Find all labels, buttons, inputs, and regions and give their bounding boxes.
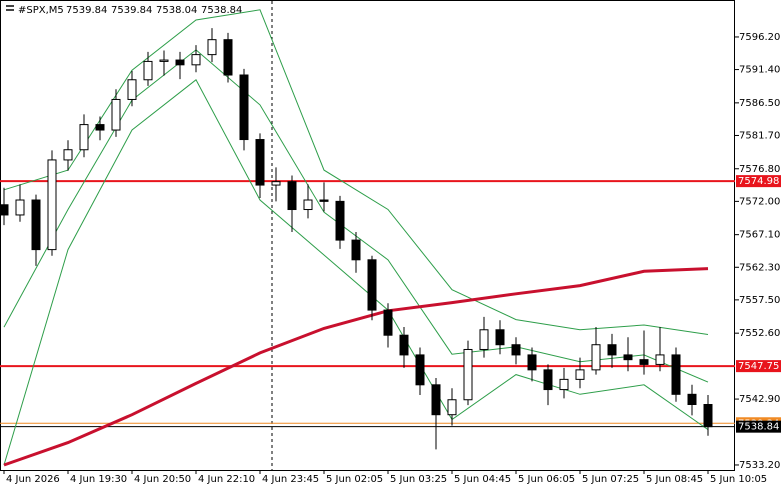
candle-body xyxy=(431,384,441,416)
price-label: 7547.75 xyxy=(738,361,779,372)
symbol: #SPX,M5 xyxy=(18,5,64,16)
y-tick-label: 7591.40 xyxy=(739,65,780,76)
candle-body xyxy=(479,329,489,350)
candle-body xyxy=(559,378,569,391)
indicator-line xyxy=(3,267,709,467)
ohlc-open: 7539.84 xyxy=(66,5,107,16)
candle-body xyxy=(111,98,121,131)
x-tick-label: 4 Jun 23:45 xyxy=(262,474,319,485)
x-tick-label: 5 Jun 04:45 xyxy=(454,474,511,485)
ohlc-high: 7539.84 xyxy=(111,5,152,16)
candle-body xyxy=(31,199,41,251)
candle-body xyxy=(495,329,505,346)
candle-body xyxy=(399,334,409,356)
candle-body xyxy=(175,59,185,66)
x-tick-label: 4 Jun 22:10 xyxy=(198,474,255,485)
candle-body xyxy=(127,79,137,100)
candle-body xyxy=(543,369,553,391)
x-tick-label: 5 Jun 10:05 xyxy=(710,474,767,485)
y-tick-label: 7596.20 xyxy=(739,32,780,43)
candle-body xyxy=(703,404,713,428)
candle-body xyxy=(271,181,281,186)
y-tick-label: 7542.90 xyxy=(739,394,780,405)
candle-body xyxy=(367,259,377,311)
candle-body xyxy=(591,344,601,371)
candle-body xyxy=(159,59,169,62)
candle-body xyxy=(207,39,217,56)
candle-body xyxy=(623,354,633,361)
y-tick-label: 7533.20 xyxy=(739,460,780,471)
price-label-bg xyxy=(736,175,781,188)
y-tick-label: 7576.80 xyxy=(739,164,780,175)
x-tick-label: 5 Jun 07:25 xyxy=(582,474,639,485)
x-tick-label: 4 Jun 20:50 xyxy=(134,474,191,485)
ohlc-low: 7538.04 xyxy=(156,5,197,16)
indicator-line xyxy=(3,79,709,466)
candle-body xyxy=(463,348,473,401)
candle-body xyxy=(0,204,9,216)
x-tick-label: 4 Jun 19:30 xyxy=(70,474,127,485)
candle-body xyxy=(223,39,233,76)
x-tick-label: 5 Jun 02:05 xyxy=(326,474,383,485)
indicator-line xyxy=(3,9,709,335)
ohlc-close: 7538.84 xyxy=(201,5,242,16)
x-tick-label: 5 Jun 08:45 xyxy=(646,474,703,485)
x-tick-label: 5 Jun 06:05 xyxy=(518,474,575,485)
candle-body xyxy=(415,354,425,386)
candle-body xyxy=(335,200,345,241)
candle-body xyxy=(47,159,57,251)
candle-body xyxy=(239,74,249,141)
y-tick-label: 7586.50 xyxy=(739,98,780,109)
candle-body xyxy=(671,354,681,395)
candle-body xyxy=(143,60,153,81)
price-label: 7538.84 xyxy=(738,422,779,433)
candle-body xyxy=(351,239,361,261)
candle-body xyxy=(447,399,457,416)
y-tick-label: 7572.00 xyxy=(739,196,780,207)
candle-body xyxy=(255,139,265,186)
candle-body xyxy=(383,309,393,336)
candle-body xyxy=(607,344,617,356)
price-label: 7574.98 xyxy=(738,176,779,187)
candle-body xyxy=(655,354,665,365)
candle-body xyxy=(527,354,537,371)
y-tick-label: 7562.30 xyxy=(739,262,780,273)
menu-icon[interactable] xyxy=(6,5,14,11)
y-tick-label: 7567.10 xyxy=(739,230,780,241)
candle-body xyxy=(63,149,73,161)
plot-frame xyxy=(0,0,735,471)
candle-body xyxy=(191,54,201,66)
x-tick-label: 5 Jun 03:25 xyxy=(390,474,447,485)
y-tick-label: 7581.70 xyxy=(739,130,780,141)
candle-body xyxy=(15,199,25,216)
candle-body xyxy=(79,124,89,151)
candle-body xyxy=(511,344,521,356)
price-label-bg xyxy=(736,420,781,433)
candle-body xyxy=(319,199,329,202)
candle-body xyxy=(575,369,585,380)
candle-body xyxy=(639,359,649,365)
y-tick-label: 7552.60 xyxy=(739,328,780,339)
price-label-bg xyxy=(736,360,781,373)
y-tick-label: 7557.50 xyxy=(739,295,780,306)
candle-body xyxy=(95,124,105,131)
candle-body xyxy=(287,181,297,211)
candle-body xyxy=(687,393,697,406)
x-tick-label: 4 Jun 2026 xyxy=(6,474,60,485)
candle-body xyxy=(303,199,313,211)
